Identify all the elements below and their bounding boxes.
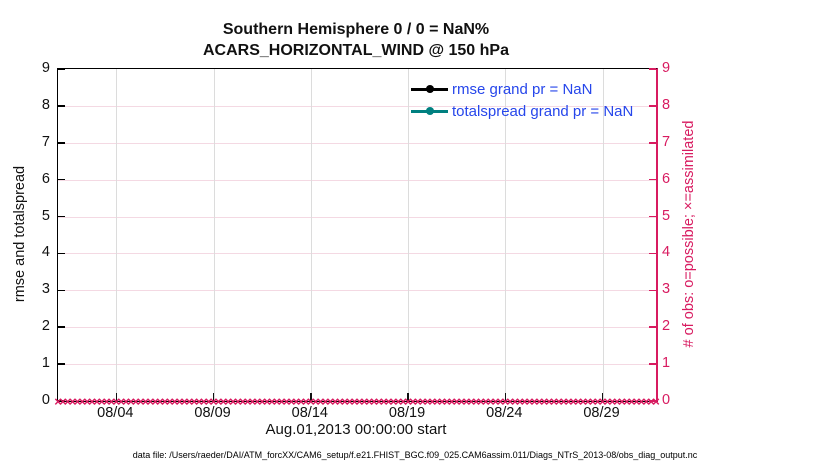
y-gridline xyxy=(58,253,656,255)
x-gridline xyxy=(116,69,118,401)
y-tick-left xyxy=(58,326,65,328)
x-tick xyxy=(504,393,507,401)
y-tick-label-right: 6 xyxy=(662,170,671,187)
totalspread-dot-marker xyxy=(425,107,434,115)
y-tick-label-left: 4 xyxy=(41,244,50,261)
y-tick-label-right: 7 xyxy=(662,133,671,150)
obs-marker: × xyxy=(355,393,364,409)
x-tick xyxy=(115,393,118,401)
y-tick-label-right: 2 xyxy=(662,318,671,335)
x-tick xyxy=(407,393,409,401)
y-tick-label-left: 1 xyxy=(41,355,50,372)
obs-marker: × xyxy=(156,393,164,409)
y-tick-left xyxy=(58,252,65,255)
obs-marker: × xyxy=(161,393,169,409)
y-tick-right xyxy=(649,363,656,365)
y-tick-label-right: 3 xyxy=(662,281,671,298)
y-tick-label-left: 2 xyxy=(41,318,50,335)
y-tick-right xyxy=(649,326,656,328)
y-tick-right xyxy=(649,215,656,218)
y-tick-label-right: 8 xyxy=(662,96,671,113)
x-gridline xyxy=(310,69,312,401)
y-tick-left xyxy=(58,363,65,365)
y-tick-label-right: 9 xyxy=(662,60,671,76)
legend-label-totalspread: totalspread grand pr = NaN xyxy=(452,102,634,120)
y-tick-label-right: 1 xyxy=(662,355,671,372)
y-tick-label-right: 4 xyxy=(662,244,671,261)
y-gridline xyxy=(58,216,656,218)
y-tick-left xyxy=(58,68,65,70)
legend: rmse grand pr = NaN totalspread grand pr… xyxy=(411,78,633,122)
y-tick-label-right: 0 xyxy=(662,392,671,408)
y-tick-label-left: 8 xyxy=(41,96,50,113)
y-gridline xyxy=(58,327,656,329)
y-tick-right xyxy=(649,252,656,255)
plot-area: rmse grand pr = NaN totalspread grand pr… xyxy=(54,68,660,408)
y-tick-left xyxy=(58,289,65,292)
obs-marker: × xyxy=(350,393,359,409)
y-gridline xyxy=(58,105,656,107)
chart-title: Southern Hemisphere 0 / 0 = NaN% xyxy=(222,21,490,38)
obs-marker: × xyxy=(253,393,262,409)
x-gridline xyxy=(505,69,507,401)
obs-marker: × xyxy=(452,393,461,409)
x-gridline xyxy=(602,69,604,401)
y-tick-label-left: 5 xyxy=(41,207,50,224)
x-tick-label: 08/09 xyxy=(194,405,231,421)
x-tick-label: 08/19 xyxy=(388,405,426,421)
y-gridline xyxy=(58,290,656,292)
rmse-line-sample xyxy=(411,85,448,93)
x-tick-label: 08/29 xyxy=(583,405,620,421)
y-tick-label-left: 0 xyxy=(41,392,50,408)
y-tick-label-left: 6 xyxy=(41,170,50,187)
y-tick-left xyxy=(58,215,65,218)
chart-subtitle: ACARS_HORIZONTAL_WIND @ 150 hPa xyxy=(202,42,509,59)
y-tick-label-left: 9 xyxy=(41,60,50,76)
y-tick-right xyxy=(649,105,656,107)
x-tick xyxy=(310,393,312,401)
legend-item-totalspread: totalspread grand pr = NaN xyxy=(411,100,633,122)
obs-marker: × xyxy=(550,393,558,409)
y-tick-right xyxy=(649,289,656,292)
legend-item-rmse: rmse grand pr = NaN xyxy=(411,78,633,100)
y-tick-label-left: 3 xyxy=(41,281,50,298)
y-tick-right xyxy=(649,68,656,70)
x-tick-label: 08/04 xyxy=(97,405,134,421)
x-gridline xyxy=(213,69,215,401)
y-tick-label-right: 5 xyxy=(662,207,671,224)
x-tick-label: 08/14 xyxy=(291,405,328,421)
y-tick-right xyxy=(649,400,656,402)
obs-marker: × xyxy=(545,393,553,409)
y-tick-left xyxy=(58,105,65,107)
y-tick-left xyxy=(58,178,65,181)
obs-marker: × xyxy=(258,393,266,409)
x-gridline xyxy=(408,69,410,401)
y-tick-right xyxy=(649,142,656,144)
y-gridline xyxy=(58,179,656,181)
y-gridline xyxy=(58,142,656,144)
data-file-path: data file: /Users/raeder/DAI/ATM_forcXX/… xyxy=(132,450,698,460)
rmse-dot-marker xyxy=(425,85,434,93)
y-tick-left xyxy=(58,142,65,144)
obs-marker: × xyxy=(448,393,456,409)
y-tick-left xyxy=(58,400,65,402)
y-gridline xyxy=(58,364,656,366)
x-tick xyxy=(601,393,604,401)
x-tick-label: 08/24 xyxy=(486,405,523,421)
x-tick xyxy=(212,393,215,401)
y-tick-right xyxy=(649,178,656,181)
y-axis-label-right: # of obs: o=possible; ×=assimilated xyxy=(681,120,697,348)
y-tick-label-left: 7 xyxy=(41,133,50,150)
x-axis-label: Aug.01,2013 00:00:00 start xyxy=(265,421,447,438)
totalspread-line-sample xyxy=(411,107,448,115)
legend-label-rmse: rmse grand pr = NaN xyxy=(452,80,593,98)
